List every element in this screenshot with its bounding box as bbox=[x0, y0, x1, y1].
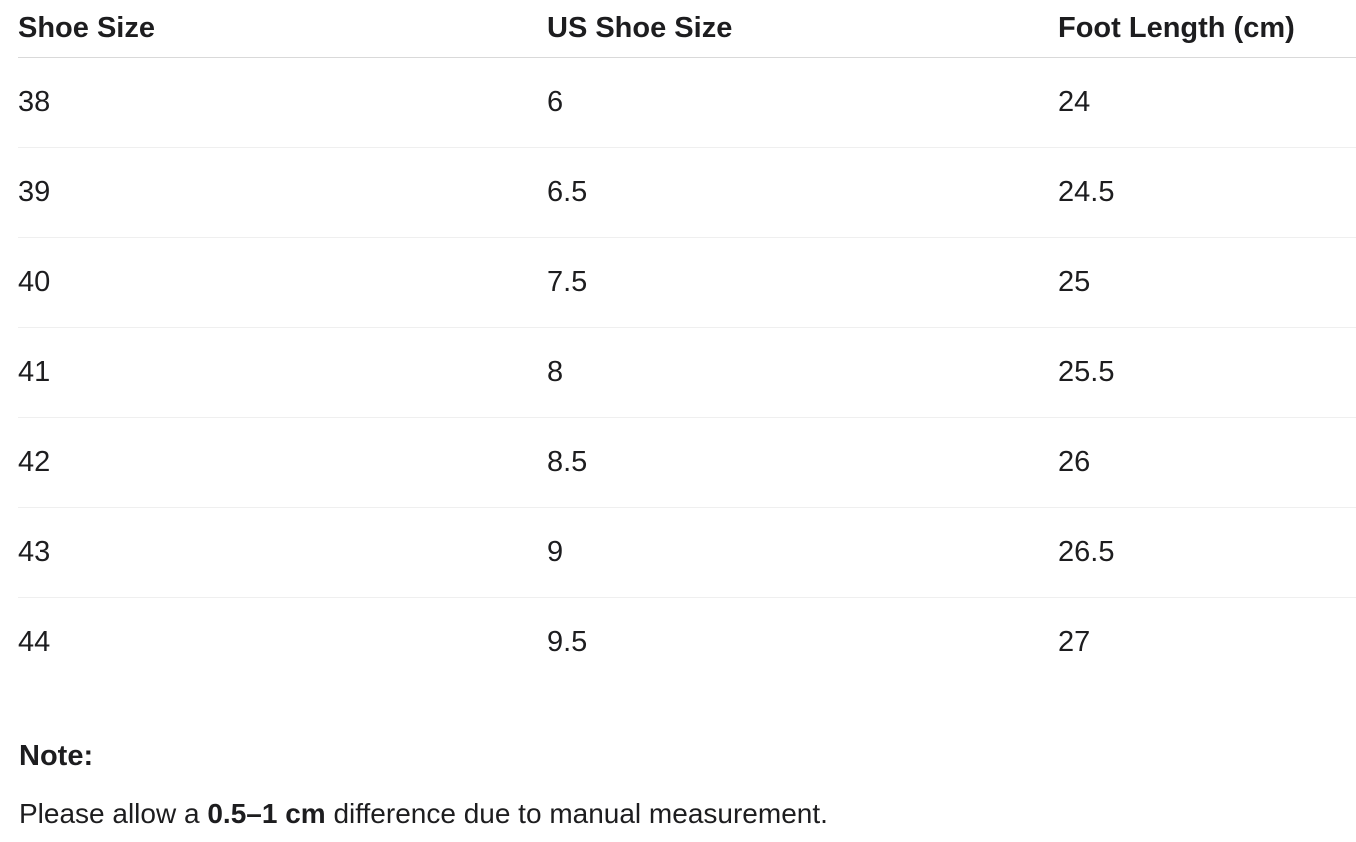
table-row: 41 8 25.5 bbox=[18, 327, 1356, 418]
cell-foot-length: 24.5 bbox=[1058, 147, 1356, 238]
note-text-bold: 0.5–1 cm bbox=[207, 798, 326, 829]
cell-shoe-size: 38 bbox=[18, 57, 547, 148]
cell-shoe-size: 43 bbox=[18, 507, 547, 598]
cell-us-shoe-size: 7.5 bbox=[547, 237, 1058, 328]
table-row: 42 8.5 26 bbox=[18, 417, 1356, 508]
cell-us-shoe-size: 6.5 bbox=[547, 147, 1058, 238]
table-row: 43 9 26.5 bbox=[18, 507, 1356, 598]
cell-foot-length: 26 bbox=[1058, 417, 1356, 508]
cell-us-shoe-size: 9 bbox=[547, 507, 1058, 598]
table-row: 39 6.5 24.5 bbox=[18, 147, 1356, 238]
column-header-us-shoe-size: US Shoe Size bbox=[547, 0, 1058, 58]
cell-foot-length: 24 bbox=[1058, 57, 1356, 148]
table-row: 44 9.5 27 bbox=[18, 598, 1356, 689]
note-text: Please allow a 0.5–1 cm difference due t… bbox=[19, 798, 1356, 830]
table-row: 38 6 24 bbox=[18, 57, 1356, 148]
note-heading: Note: bbox=[19, 740, 94, 772]
cell-shoe-size: 44 bbox=[18, 626, 51, 659]
table-header-row: Shoe Size US Shoe Size Foot Length (cm) bbox=[18, 0, 1356, 58]
cell-shoe-size: 40 bbox=[18, 237, 547, 328]
table-row: 40 7.5 25 bbox=[18, 237, 1356, 328]
cell-foot-length: 25 bbox=[1058, 237, 1356, 328]
cell-shoe-size: 39 bbox=[18, 147, 547, 238]
column-header-shoe-size: Shoe Size bbox=[18, 0, 547, 58]
note-text-before: Please allow a bbox=[19, 798, 208, 829]
cell-foot-length: 27 bbox=[1058, 626, 1091, 659]
cell-shoe-size: 41 bbox=[18, 327, 547, 418]
cell-us-shoe-size: 6 bbox=[547, 57, 1058, 148]
note-text-after: difference due to manual measurement. bbox=[325, 798, 828, 829]
shoe-size-table: Shoe Size US Shoe Size Foot Length (cm) … bbox=[18, 0, 1356, 688]
cell-foot-length: 26.5 bbox=[1058, 507, 1356, 598]
column-header-foot-length: Foot Length (cm) bbox=[1058, 0, 1356, 58]
cell-us-shoe-size: 9.5 bbox=[547, 626, 588, 659]
note-section: Note: Please allow a 0.5–1 cm difference… bbox=[19, 740, 1356, 830]
cell-us-shoe-size: 8.5 bbox=[547, 417, 1058, 508]
cell-foot-length: 25.5 bbox=[1058, 327, 1356, 418]
cell-us-shoe-size: 8 bbox=[547, 327, 1058, 418]
cell-shoe-size: 42 bbox=[18, 417, 547, 508]
